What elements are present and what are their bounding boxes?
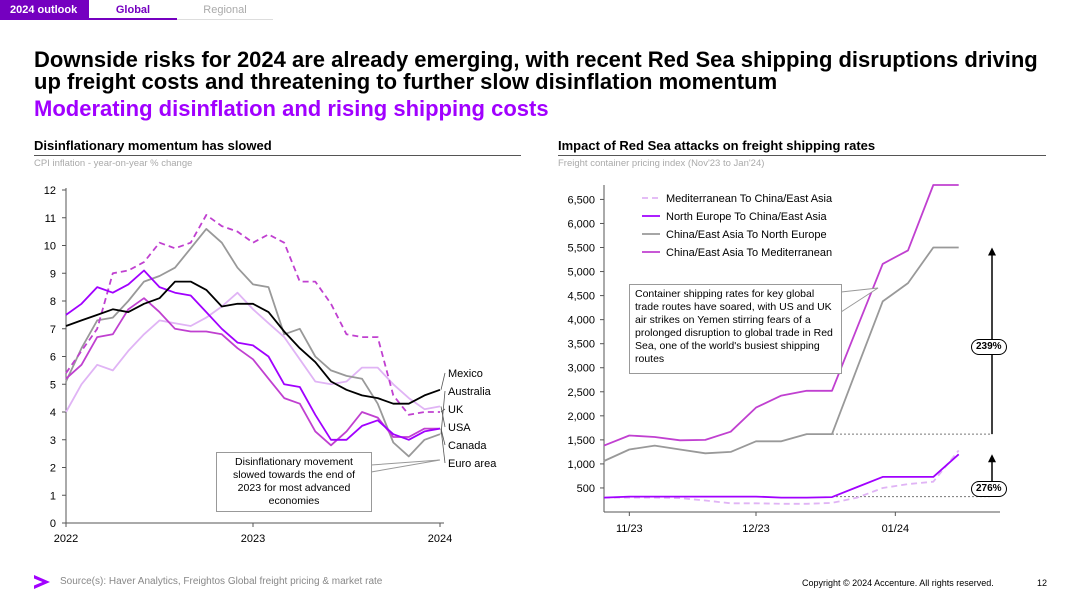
left-y-tick-label: 6 [50,352,56,364]
footer-source: Source(s): Haver Analytics, Freightos Gl… [60,576,383,587]
left-y-tick-label: 2 [50,463,56,475]
legend-label-china-east-asia-to-north-europe: China/East Asia To North Europe [666,229,827,241]
cpi-leader-australia [440,390,446,435]
left-y-tick-label: 0 [50,518,56,530]
left-y-tick-label: 8 [50,296,56,308]
left-chart-subtitle: CPI inflation - year-on-year % change [34,158,193,169]
cpi-series-canada [65,297,440,447]
right-y-tick-label: 1,500 [567,435,595,447]
cpi-leader-euro-area [440,428,446,464]
right-y-tick-label: 500 [577,483,595,495]
arrow-bottom-head [988,454,996,463]
tab-bar: 2024 outlook Global Regional [0,0,273,20]
left-y-tick-label: 10 [44,241,56,253]
page-title: Downside risks for 2024 are already emer… [34,47,1038,94]
right-title-rule [558,155,1046,156]
freight-series-china-east-asia-to-mediterranean [603,184,959,447]
left-y-tick-label: 5 [50,379,56,391]
page-subtitle: Moderating disinflation and rising shipp… [34,96,549,121]
freight-series-north-europe-to-china-east-asia [603,453,960,499]
right-callout: Container shipping rates for key global … [629,284,842,374]
cpi-label-canada: Canada [448,440,487,452]
cpi-label-australia: Australia [448,386,492,398]
left-x-tick-label: 2023 [241,533,265,545]
right-y-tick-label: 5,000 [567,267,595,279]
left-y-tick-label: 9 [50,268,56,280]
right-y-tick-label: 6,500 [567,194,595,206]
right-y-tick-label: 3,000 [567,363,595,375]
right-chart-title: Impact of Red Sea attacks on freight shi… [558,138,876,153]
right-x-tick-label: 12/23 [742,523,770,535]
footer-copyright: Copyright © 2024 Accenture. All rights r… [802,578,994,588]
legend-label-mediterranean-to-china-east-asia: Mediterranean To China/East Asia [666,193,833,205]
right-y-tick-label: 6,000 [567,218,595,230]
right-y-tick-label: 3,500 [567,339,595,351]
cpi-leader-usa [440,406,446,428]
pct-badge-bottom: 276% [971,481,1007,497]
freight-series-china-east-asia-to-north-europe [603,246,959,462]
left-y-tick-label: 7 [50,324,56,336]
left-x-tick-label: 2024 [428,533,452,545]
left-y-tick-label: 3 [50,435,56,447]
legend-label-china-east-asia-to-mediterranean: China/East Asia To Mediterranean [666,247,832,259]
legend-label-north-europe-to-china-east-asia: North Europe To China/East Asia [666,211,827,223]
right-y-tick-label: 4,500 [567,291,595,303]
cpi-label-uk: UK [448,404,464,416]
cpi-series-usa [65,291,441,413]
tab-global[interactable]: Global [89,0,177,20]
left-chart-title: Disinflationary momentum has slowed [34,138,272,153]
cpi-series-australia [65,227,441,458]
right-chart-subtitle: Freight container pricing index (Nov'23 … [558,158,765,169]
right-x-tick-label: 11/23 [616,523,643,535]
left-x-tick-label: 2022 [54,533,78,545]
right-y-tick-label: 2,000 [567,411,595,423]
tab-regional[interactable]: Regional [177,0,273,20]
left-y-tick-label: 1 [50,490,56,502]
cpi-series-euro-area [65,269,441,441]
right-callout-pointer [840,287,879,313]
arrow-top-head [988,247,996,256]
page-number: 12 [1037,578,1048,588]
accenture-logo-icon [34,575,50,589]
cpi-label-mexico: Mexico [448,368,483,380]
right-y-tick-label: 4,000 [567,315,595,327]
left-y-tick-label: 4 [50,407,56,419]
cpi-leader-mexico [440,372,446,390]
right-x-tick-label: 01/24 [882,523,910,535]
cpi-label-euro-area: Euro area [448,458,497,470]
cpi-series-mexico [65,280,441,405]
left-callout: Disinflationary movement slowed towards … [216,452,372,512]
right-y-tick-label: 5,500 [567,243,595,255]
left-title-rule [34,155,521,156]
left-y-tick-label: 11 [45,213,56,225]
left-y-tick-label: 12 [44,185,56,197]
pct-badge-top: 239% [971,339,1007,355]
right-y-tick-label: 2,500 [567,387,595,399]
cpi-series-uk [65,214,440,416]
cpi-label-usa: USA [448,422,471,434]
right-y-tick-label: 1,000 [567,459,595,471]
tab-2024-outlook[interactable]: 2024 outlook [0,0,89,20]
